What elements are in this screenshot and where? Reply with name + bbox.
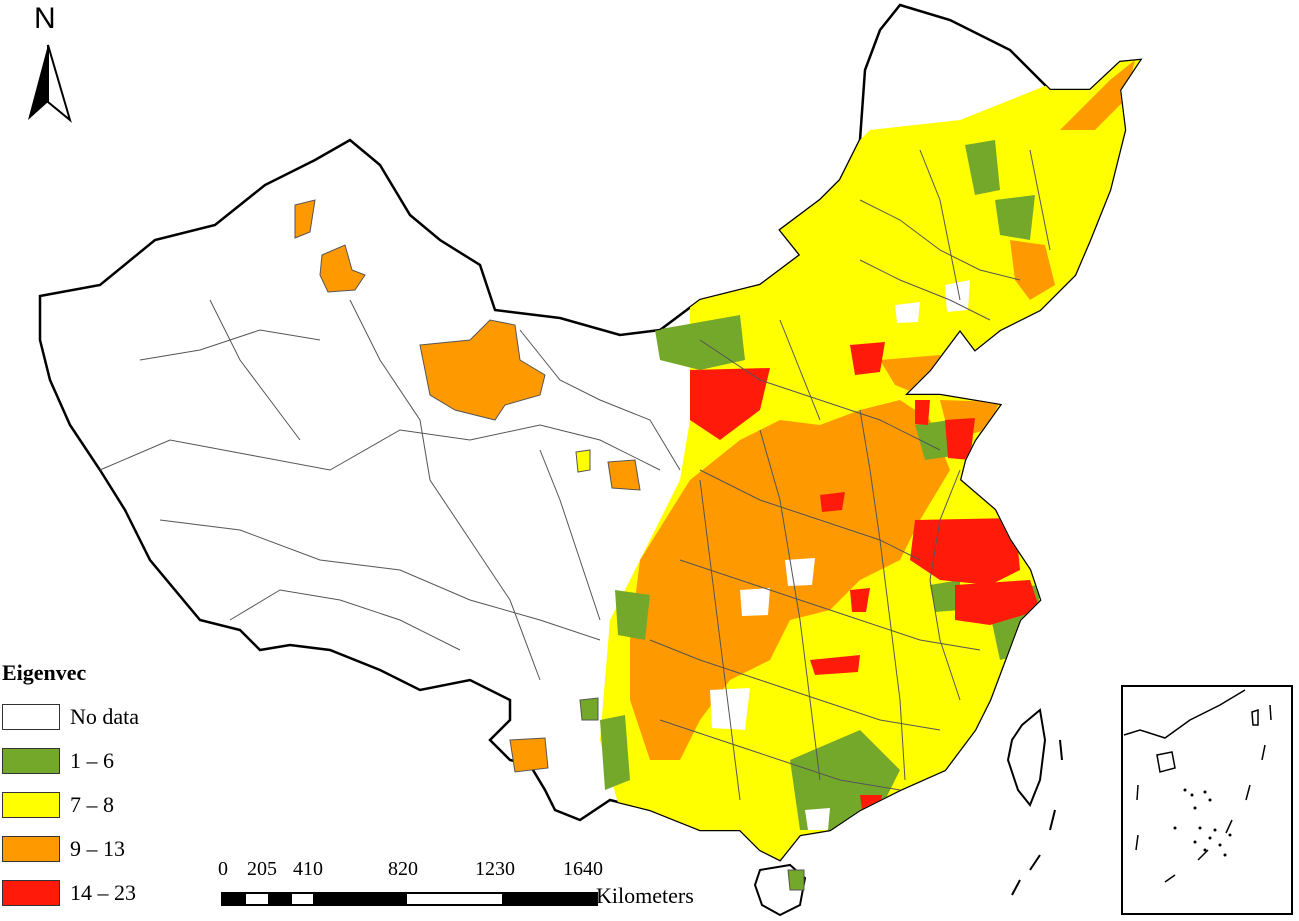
- scale-tick-820: 820: [388, 858, 418, 880]
- legend-swatch: [2, 792, 60, 818]
- legend-swatch: [2, 704, 60, 730]
- orange-region-central: [607, 459, 641, 491]
- north-arrow-icon: [28, 44, 72, 123]
- legend-label: 7 – 8: [70, 792, 114, 817]
- legend: Eigenvec No data 1 – 6 7 – 8 9 – 13 14 –…: [2, 660, 139, 906]
- legend-label: 9 – 13: [70, 836, 125, 861]
- scale-bar-graphic: [221, 892, 598, 906]
- scale-tick-410: 410: [293, 858, 323, 880]
- scale-tick-1640: 1640: [563, 858, 603, 880]
- scale-tick-0: 0: [218, 858, 228, 880]
- orange-region-northwest-a: [319, 244, 366, 293]
- north-label: N: [34, 2, 56, 35]
- scale-tick-205: 205: [247, 858, 277, 880]
- legend-title: Eigenvec: [2, 660, 87, 685]
- yellow-region-central: [575, 449, 591, 473]
- internal-borders: [99, 149, 1051, 801]
- legend-label: 1 – 6: [70, 748, 114, 773]
- scale-tick-1230: 1230: [475, 858, 515, 880]
- legend-label: No data: [70, 704, 140, 729]
- taiwan-island: [1006, 708, 1047, 807]
- legend-swatch: [2, 880, 60, 906]
- south-china-sea-inset: [1121, 685, 1293, 915]
- offshore-boundary-dashes: [1011, 739, 1063, 896]
- hainan-green-region: [787, 869, 805, 891]
- legend-label: 14 – 23: [70, 880, 136, 905]
- orange-region-northwest-b: [294, 199, 316, 239]
- legend-swatch: [2, 836, 60, 862]
- orange-region-southwest: [509, 737, 549, 773]
- green-region-southwest: [579, 697, 599, 721]
- orange-region-west: [419, 319, 546, 421]
- legend-swatch: [2, 748, 60, 774]
- scale-unit-label: Kilometers: [596, 883, 694, 908]
